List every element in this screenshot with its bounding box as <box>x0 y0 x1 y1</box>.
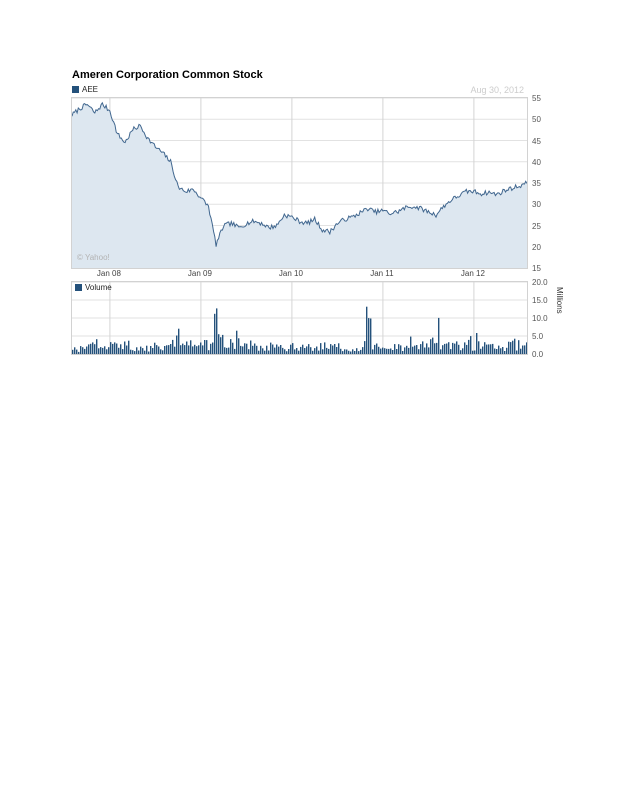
price-axis-tick-label: 35 <box>532 179 541 188</box>
chart-date: Aug 30, 2012 <box>470 85 524 95</box>
stock-chart: Ameren Corporation Common Stock AEE Aug … <box>71 69 564 359</box>
price-axis-tick-label: 45 <box>532 136 541 146</box>
millions-axis-label: Millions <box>555 287 564 314</box>
x-axis-tick-label: Jan 12 <box>460 269 485 278</box>
price-axis-tick-label: 40 <box>532 157 541 167</box>
volume-chart-plot <box>71 281 528 355</box>
volume-chart-row: Volume 20.0 15.0 10.0 5.0 0.0 Millions <box>71 278 564 359</box>
volume-legend-label: Volume <box>85 283 112 292</box>
price-chart-row: © Yahoo! 55 50 45 40 35 30 25 20 15 <box>71 94 561 273</box>
copyright-watermark: © Yahoo! <box>77 253 110 262</box>
volume-axis-tick-label: 5.0 <box>532 332 544 341</box>
x-axis-tick-label: Jan 10 <box>278 269 303 278</box>
volume-axis-tick-label: 10.0 <box>532 314 548 323</box>
price-axis-tick-label: 15 <box>532 264 541 273</box>
volume-legend: Volume <box>75 283 112 292</box>
volume-axis-tick-label: 15.0 <box>532 296 548 305</box>
volume-axis-tick-label: 20.0 <box>532 278 548 287</box>
price-legend: AEE <box>72 85 98 94</box>
volume-y-axis: 20.0 15.0 10.0 5.0 0.0 <box>532 278 558 359</box>
volume-axis-tick-label: 0.0 <box>532 350 544 359</box>
price-axis-tick-label: 55 <box>532 94 541 103</box>
price-y-axis: 55 50 45 40 35 30 25 20 15 <box>532 94 558 273</box>
x-axis-tick-label: Jan 09 <box>187 269 212 278</box>
volume-legend-swatch-icon <box>75 284 82 291</box>
price-chart-plot <box>71 97 528 269</box>
price-axis-tick-label: 50 <box>532 115 541 125</box>
x-axis-tick-label: Jan 08 <box>96 269 121 278</box>
price-axis-tick-label: 30 <box>532 200 541 210</box>
price-axis-tick-label: 20 <box>532 242 541 252</box>
chart-title: Ameren Corporation Common Stock <box>72 69 263 81</box>
price-legend-swatch-icon <box>72 86 79 93</box>
price-legend-label: AEE <box>82 85 99 94</box>
price-axis-tick-label: 25 <box>532 221 541 231</box>
x-axis: Jan 08 Jan 09 Jan 10 Jan 11 Jan 12 <box>71 267 526 281</box>
x-axis-tick-label: Jan 11 <box>370 269 394 278</box>
chart-header: AEE Aug 30, 2012 <box>71 84 526 97</box>
